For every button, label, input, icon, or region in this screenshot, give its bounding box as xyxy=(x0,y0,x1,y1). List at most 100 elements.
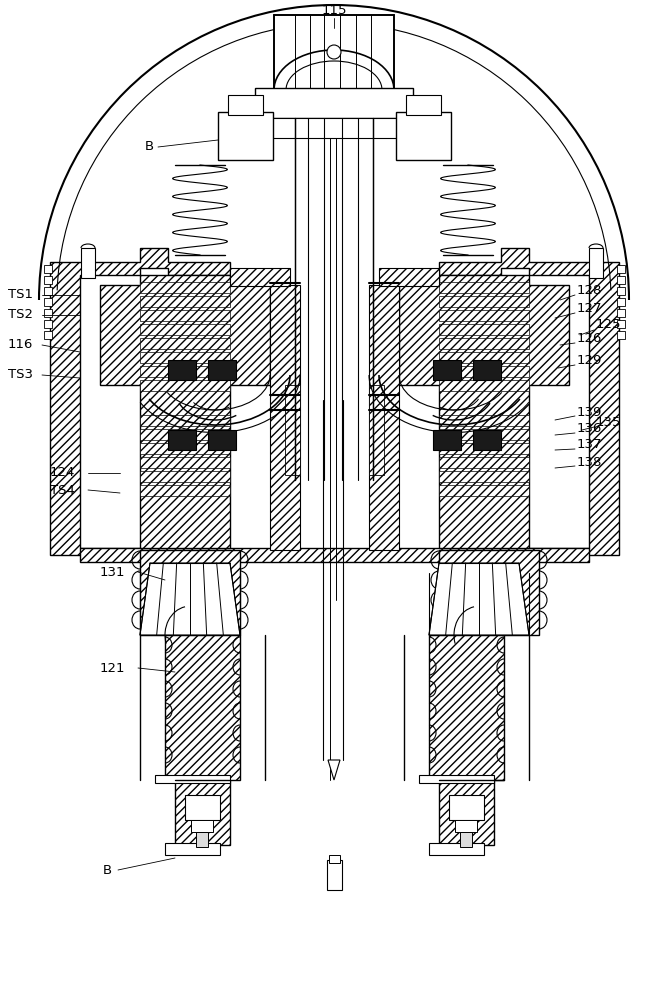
Bar xyxy=(439,485,529,496)
Bar xyxy=(274,15,394,90)
Text: 137: 137 xyxy=(577,438,603,452)
Bar xyxy=(140,485,230,496)
Bar xyxy=(265,118,403,138)
Bar xyxy=(617,287,625,295)
Bar xyxy=(168,360,196,380)
Text: 129: 129 xyxy=(577,354,602,366)
Bar xyxy=(44,309,52,317)
Text: TS4: TS4 xyxy=(50,484,75,496)
Text: B: B xyxy=(103,863,112,876)
Bar xyxy=(439,443,529,454)
Polygon shape xyxy=(80,548,589,562)
Bar xyxy=(449,795,484,820)
Bar xyxy=(439,380,529,391)
Bar xyxy=(218,112,273,160)
Bar xyxy=(439,457,529,468)
Bar xyxy=(185,795,220,820)
Polygon shape xyxy=(50,248,230,555)
Bar xyxy=(439,471,529,482)
Bar xyxy=(255,88,413,118)
Bar xyxy=(617,320,625,328)
Bar xyxy=(140,324,230,335)
Polygon shape xyxy=(439,248,619,555)
Bar xyxy=(168,430,196,450)
Text: TS1: TS1 xyxy=(8,288,33,302)
Text: 138: 138 xyxy=(577,456,602,468)
Bar xyxy=(617,265,625,273)
Text: TS3: TS3 xyxy=(8,368,33,381)
Bar xyxy=(419,775,494,783)
Bar xyxy=(165,843,220,855)
Bar xyxy=(439,429,529,440)
Bar xyxy=(81,248,95,278)
Bar xyxy=(140,380,230,391)
Bar xyxy=(439,338,529,349)
Text: 139: 139 xyxy=(577,406,602,418)
Bar xyxy=(439,780,494,845)
Bar xyxy=(379,268,439,286)
Text: 116: 116 xyxy=(8,338,33,352)
Bar xyxy=(140,352,230,363)
Bar xyxy=(439,310,529,321)
Bar xyxy=(140,310,230,321)
Polygon shape xyxy=(140,563,240,635)
Polygon shape xyxy=(429,563,529,635)
Text: 121: 121 xyxy=(100,662,126,674)
Polygon shape xyxy=(100,275,270,548)
Bar xyxy=(196,832,208,847)
Text: 124: 124 xyxy=(50,466,76,480)
Bar xyxy=(433,360,461,380)
Bar xyxy=(617,309,625,317)
Bar xyxy=(369,285,399,550)
Bar xyxy=(44,287,52,295)
Bar xyxy=(439,550,539,635)
Bar xyxy=(369,385,384,475)
Bar xyxy=(433,430,461,450)
Bar xyxy=(175,780,230,845)
Bar xyxy=(473,360,501,380)
Text: 126: 126 xyxy=(577,332,602,344)
Circle shape xyxy=(327,45,341,59)
Bar xyxy=(208,360,236,380)
Bar xyxy=(140,338,230,349)
Bar xyxy=(429,635,504,780)
Bar xyxy=(429,843,484,855)
Bar xyxy=(439,282,529,293)
Bar xyxy=(140,550,240,635)
Text: 115: 115 xyxy=(321,3,347,16)
Bar xyxy=(140,296,230,307)
Bar xyxy=(406,95,441,115)
Bar xyxy=(165,635,240,780)
Text: 136: 136 xyxy=(577,422,602,434)
Bar xyxy=(140,443,230,454)
Bar xyxy=(617,298,625,306)
Bar xyxy=(140,457,230,468)
Bar xyxy=(439,366,529,377)
Bar xyxy=(140,471,230,482)
Bar xyxy=(439,324,529,335)
Bar xyxy=(329,855,340,863)
Bar xyxy=(460,832,472,847)
Bar xyxy=(473,430,501,450)
Bar xyxy=(439,352,529,363)
Bar xyxy=(140,366,230,377)
Bar xyxy=(140,282,230,293)
Bar xyxy=(455,820,477,832)
Bar xyxy=(44,276,52,284)
Bar xyxy=(394,88,413,118)
Bar xyxy=(617,331,625,339)
Bar xyxy=(155,775,230,783)
Bar xyxy=(255,88,274,118)
Bar xyxy=(617,276,625,284)
Bar xyxy=(140,415,230,426)
Text: 128: 128 xyxy=(577,284,602,296)
Text: TS2: TS2 xyxy=(8,308,33,322)
Bar xyxy=(327,860,342,890)
Polygon shape xyxy=(399,275,569,548)
Bar xyxy=(396,112,451,160)
Bar xyxy=(44,320,52,328)
Bar xyxy=(230,268,290,286)
Bar xyxy=(208,430,236,450)
Text: 131: 131 xyxy=(100,566,126,578)
Bar xyxy=(191,820,213,832)
